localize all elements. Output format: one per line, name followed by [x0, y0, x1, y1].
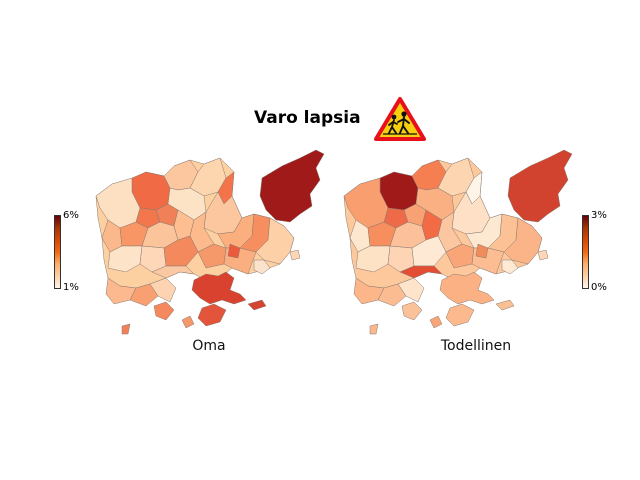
map-region: [189, 157, 227, 197]
map-region: [253, 259, 271, 275]
map-region: [399, 265, 443, 279]
choropleth-map-oma: [95, 149, 325, 335]
map-region: [247, 299, 267, 311]
map-region: [343, 177, 389, 229]
map-region: [197, 303, 227, 327]
map-region: [149, 277, 177, 303]
map-region: [369, 323, 379, 335]
map-region: [439, 271, 495, 305]
map-region: [445, 303, 475, 327]
map-region: [495, 299, 515, 311]
map-region: [151, 265, 195, 279]
title-area: Varo lapsia: [0, 96, 640, 146]
map-region: [397, 277, 425, 303]
map-region: [153, 301, 175, 321]
choropleth-map-todellinen: [343, 149, 573, 335]
panel-label-oma: Oma: [192, 338, 226, 354]
colorbar-todellinen: [582, 215, 589, 289]
panel-label-todellinen: Todellinen: [440, 338, 512, 354]
map-region: [537, 249, 549, 261]
map-region: [501, 259, 519, 275]
map-region: [181, 315, 195, 329]
map-region: [429, 315, 443, 329]
map-region: [129, 283, 159, 307]
map-region: [507, 149, 573, 223]
map-region: [401, 301, 423, 321]
colorbar-todellinen-min-label: 0%: [591, 282, 607, 293]
children-crossing-warning-sign-icon: [374, 97, 426, 141]
map-region: [259, 149, 325, 223]
colorbar-oma-max-label: 6%: [63, 210, 79, 221]
map-region: [191, 271, 247, 305]
figure-title: Varo lapsia: [254, 108, 361, 128]
map-region: [377, 283, 407, 307]
colorbar-oma: [54, 215, 61, 289]
colorbar-oma-min-label: 1%: [63, 282, 79, 293]
map-region: [227, 243, 241, 259]
map-region: [437, 157, 475, 197]
map-region: [289, 249, 301, 261]
map-region: [95, 177, 141, 229]
colorbar-todellinen-max-label: 3%: [591, 210, 607, 221]
map-region: [121, 323, 131, 335]
map-region: [475, 243, 489, 259]
